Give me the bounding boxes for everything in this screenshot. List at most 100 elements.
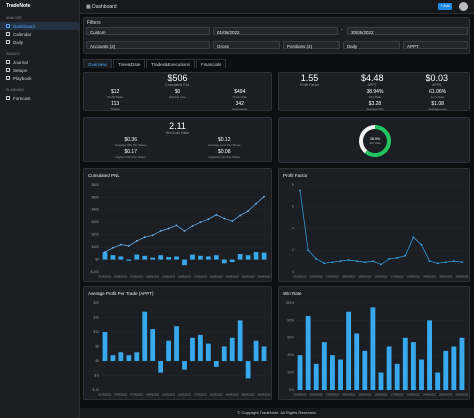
end-date[interactable]: 30/06/2022 xyxy=(347,27,468,35)
y-tick-label: 8 xyxy=(292,183,294,187)
point xyxy=(452,260,455,263)
nav-item[interactable]: Playbook xyxy=(0,74,79,82)
stat-value: $0.17 xyxy=(124,148,137,155)
add-button[interactable]: + Add xyxy=(438,3,452,10)
bar xyxy=(102,332,108,361)
gross-select[interactable]: Gross xyxy=(213,41,280,49)
point xyxy=(263,195,265,198)
x-tick-label: 07/06/2022 xyxy=(326,393,340,397)
nav-section: INSIGHT xyxy=(6,52,21,56)
bar xyxy=(451,346,457,390)
x-tick-label: 22/06/2022 xyxy=(407,275,421,279)
stat: $0.08 Highest Loss Per Share xyxy=(178,149,272,159)
stat-value: $0 xyxy=(174,88,181,95)
stat-label: Average Win Per Share xyxy=(115,142,147,147)
x-tick-label: 15/06/2022 xyxy=(375,275,389,279)
x-tick-label: 17/06/2022 xyxy=(194,275,208,279)
nav-label: Dashboard xyxy=(13,23,36,29)
bar xyxy=(174,326,179,361)
filters-title[interactable]: Filters xyxy=(87,20,101,26)
stat-label: Loss Rate xyxy=(430,94,445,99)
point xyxy=(239,214,242,217)
stat: $494 Gross P&L xyxy=(209,89,271,99)
bar xyxy=(110,255,116,260)
x-tick-label: 30/06/2022 xyxy=(258,275,272,279)
stat-label: Average Win xyxy=(366,106,384,111)
x-tick-label: 17/06/2022 xyxy=(194,393,208,397)
accounts-select[interactable]: Accounts (2) xyxy=(86,41,210,49)
point xyxy=(428,260,431,263)
bar xyxy=(134,254,140,260)
x-tick-label: 15/06/2022 xyxy=(178,393,192,397)
y-tick-label: 4 xyxy=(292,226,294,230)
y-tick-label: $100 xyxy=(92,245,100,249)
stat-label: Executions xyxy=(232,106,248,111)
bar xyxy=(253,340,259,361)
main-label: APPT xyxy=(367,82,377,87)
main-value: $506 xyxy=(167,72,188,83)
page-title: Dashboard xyxy=(92,4,117,10)
main-label: APPS xyxy=(432,82,442,87)
stat: $1.08 Average Loss xyxy=(406,101,469,111)
bar xyxy=(190,337,195,361)
x-tick-label: 17/06/2022 xyxy=(391,393,405,397)
point xyxy=(112,246,114,249)
y-tick-label: $0 xyxy=(95,359,99,363)
nav-item[interactable]: Setups xyxy=(0,66,79,74)
point xyxy=(231,220,234,222)
chart: $-100 $0 $100 $200 $300 $400 $500 $600 01/06/202… xyxy=(91,183,272,279)
point xyxy=(444,261,447,264)
y-tick-label: $-5 xyxy=(94,373,99,377)
period-select[interactable]: Custom xyxy=(86,27,210,35)
x-tick-label: 22/06/2022 xyxy=(210,275,224,279)
chart-card: Profit Factor 0 2 4 6 8 01/06/2022 03/06/2022 07… xyxy=(278,168,470,282)
stat-value: $1.08 xyxy=(431,100,444,107)
tab[interactable]: Time&Date xyxy=(113,59,146,68)
nav-item[interactable]: Journal xyxy=(0,58,79,66)
tab[interactable]: Financials xyxy=(196,59,227,68)
nav-item[interactable]: Daily xyxy=(0,38,79,46)
stat: $12 Profit/Trade xyxy=(84,89,146,99)
stat: $3.28 Average Win xyxy=(344,101,407,111)
tab[interactable]: Trades&Executions xyxy=(146,59,195,68)
x-tick-label: 03/06/2022 xyxy=(114,275,128,279)
point xyxy=(127,245,130,247)
nav-item[interactable]: Calendar xyxy=(0,30,79,38)
ratio-select[interactable]: APPT xyxy=(403,41,468,49)
stat: 38.94% Win Rate xyxy=(344,89,407,99)
positions-select[interactable]: Positions (2) xyxy=(283,41,340,49)
stat-label: Gross P&L xyxy=(232,94,248,99)
y-tick-label: $20 xyxy=(93,301,99,305)
y-tick-label: $400 xyxy=(92,208,100,212)
bar xyxy=(435,372,441,390)
point xyxy=(436,262,439,265)
y-tick-label: 20% xyxy=(287,370,294,374)
x-tick-label: 22/06/2022 xyxy=(210,393,224,397)
point xyxy=(396,256,399,259)
main-stat: 2.11 Win/Loss Ratio xyxy=(166,121,190,135)
tab[interactable]: Overview xyxy=(83,59,112,68)
stat-value: $0.08 xyxy=(217,148,231,155)
bar xyxy=(402,337,408,390)
card: 1.55 Profit Factor $4.48 APPT $0.03 APPS 38.94… xyxy=(278,72,470,111)
point xyxy=(223,217,226,220)
point xyxy=(183,230,186,232)
nav: ANALYZE Dashboard Calendar Daily INSIGHT Jour… xyxy=(0,10,79,102)
nav-item[interactable]: Forecast xyxy=(0,94,79,102)
x-tick-label: 17/06/2022 xyxy=(391,275,405,279)
bar xyxy=(166,257,171,260)
point xyxy=(135,240,138,242)
nav-icon xyxy=(6,68,10,72)
x-tick-label: 13/06/2022 xyxy=(358,393,372,397)
stat: 61.06% Loss Rate xyxy=(406,89,469,99)
x-tick-label: 28/06/2022 xyxy=(439,275,453,279)
nav-item[interactable]: Dashboard xyxy=(0,22,79,30)
point xyxy=(363,261,366,264)
bar xyxy=(297,355,303,390)
donut-segment xyxy=(359,125,375,154)
timeframe-select[interactable]: Daily xyxy=(343,41,400,49)
start-date[interactable]: 01/06/2022 xyxy=(213,27,338,35)
bar xyxy=(205,256,211,260)
avatar[interactable] xyxy=(459,2,468,11)
main-stat: 1.55 Profit Factor xyxy=(300,73,319,87)
